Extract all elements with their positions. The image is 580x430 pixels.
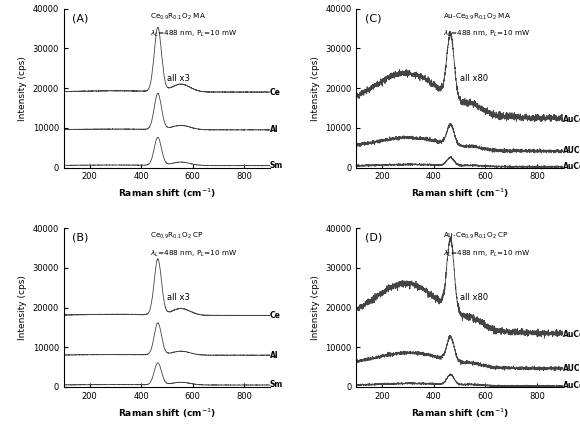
X-axis label: Raman shift (cm$^{-1}$): Raman shift (cm$^{-1}$) [118,187,216,200]
Text: (A): (A) [72,13,88,23]
Text: Al: Al [270,126,278,135]
Text: all x3: all x3 [167,293,190,302]
Text: all x80: all x80 [459,74,488,83]
Text: $\lambda_L$=488 nm, P$_L$=10 mW: $\lambda_L$=488 nm, P$_L$=10 mW [150,29,238,40]
Text: (B): (B) [72,233,88,243]
Text: AuCe: AuCe [563,330,580,339]
Text: Au-Ce$_{0.9}$R$_{0.1}$O$_2$ CP: Au-Ce$_{0.9}$R$_{0.1}$O$_2$ CP [443,231,509,241]
Y-axis label: Intensity (cps): Intensity (cps) [311,275,320,340]
Text: Au-Ce$_{0.9}$R$_{0.1}$O$_2$ MA: Au-Ce$_{0.9}$R$_{0.1}$O$_2$ MA [443,12,511,22]
X-axis label: Raman shift (cm$^{-1}$): Raman shift (cm$^{-1}$) [411,406,509,420]
Text: Ce$_{0.9}$R$_{0.1}$O$_2$ CP: Ce$_{0.9}$R$_{0.1}$O$_2$ CP [150,231,204,241]
Text: (C): (C) [365,13,381,23]
Text: Sm: Sm [270,381,283,390]
Y-axis label: Intensity (cps): Intensity (cps) [18,275,27,340]
Text: AUCeAl: AUCeAl [563,146,580,155]
Text: $\lambda_L$=488 nm, P$_L$=10 mW: $\lambda_L$=488 nm, P$_L$=10 mW [150,249,238,259]
Text: AuCe: AuCe [563,115,580,124]
Text: (D): (D) [365,233,382,243]
Text: Al: Al [270,350,278,359]
X-axis label: Raman shift (cm$^{-1}$): Raman shift (cm$^{-1}$) [411,187,509,200]
Text: Ce: Ce [270,88,281,97]
Text: all x80: all x80 [459,293,488,302]
X-axis label: Raman shift (cm$^{-1}$): Raman shift (cm$^{-1}$) [118,406,216,420]
Text: Ce$_{0.9}$R$_{0.1}$O$_2$ MA: Ce$_{0.9}$R$_{0.1}$O$_2$ MA [150,12,206,22]
Text: AuCeSm: AuCeSm [563,381,580,390]
Text: Ce: Ce [270,311,281,320]
Text: AUCeAl: AUCeAl [563,364,580,373]
Text: $\lambda_L$=488 nm, P$_L$=10 mW: $\lambda_L$=488 nm, P$_L$=10 mW [443,249,530,259]
Text: all x3: all x3 [167,74,190,83]
Y-axis label: Intensity (cps): Intensity (cps) [18,55,27,120]
Text: Sm: Sm [270,161,283,170]
Text: $\lambda_L$=488 nm, P$_L$=10 mW: $\lambda_L$=488 nm, P$_L$=10 mW [443,29,530,40]
Y-axis label: Intensity (cps): Intensity (cps) [311,55,320,120]
Text: AuCeSm: AuCeSm [563,162,580,171]
